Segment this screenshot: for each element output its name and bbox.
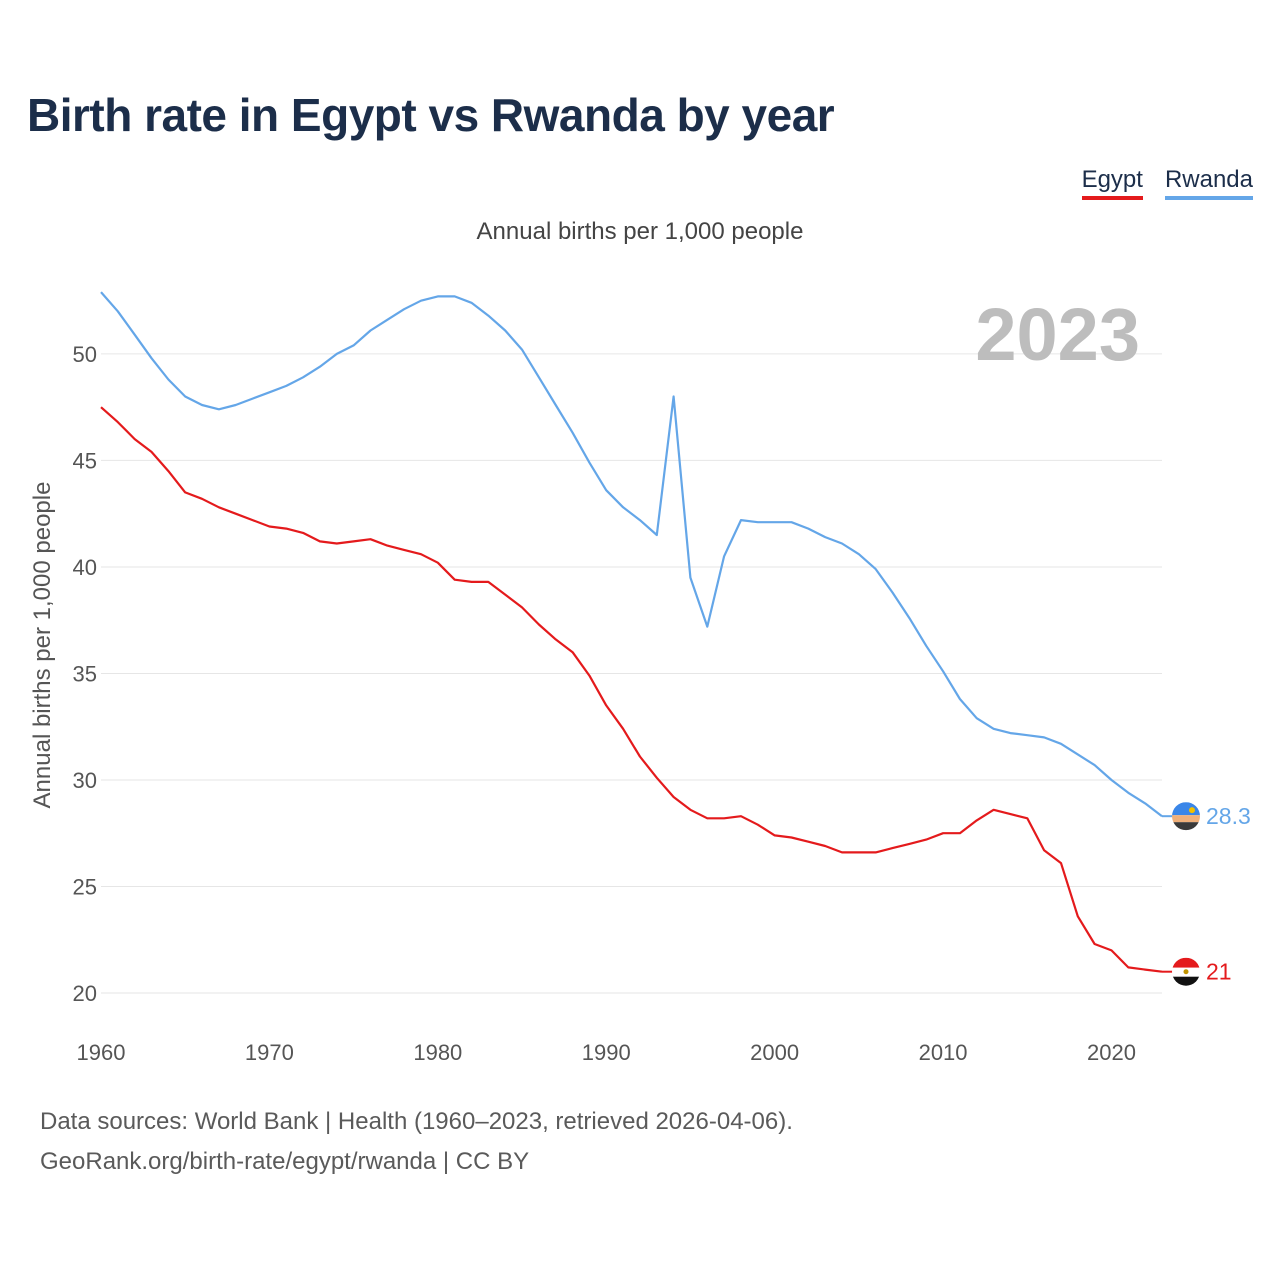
line-chart: 20 25 30 35 40 45 50 1960 1970 1980 1990 2000 2010 2… (29, 291, 1251, 1065)
grid-lines (101, 353, 1162, 994)
x-tick-label: 1990 (582, 1040, 631, 1065)
y-tick-label: 50 (73, 342, 97, 367)
year-watermark: 2023 (975, 293, 1140, 376)
y-tick-label: 25 (73, 874, 97, 899)
legend: Egypt Rwanda (1081, 166, 1253, 200)
x-tick-label: 2000 (750, 1040, 799, 1065)
x-axis-ticks: 1960 1970 1980 1990 2000 2010 2020 (77, 1040, 1136, 1065)
legend-item-rwanda[interactable]: Rwanda (1164, 166, 1253, 200)
x-tick-label: 1980 (413, 1040, 462, 1065)
chart-subtitle: Annual births per 1,000 people (476, 218, 804, 245)
x-tick-label: 2010 (919, 1040, 968, 1065)
series-endpoints: 21 28.3 (1172, 802, 1251, 986)
y-axis-ticks: 20 25 30 35 40 45 50 (73, 342, 97, 1006)
series-lines (100, 291, 1174, 973)
series-line-egypt (100, 406, 1163, 973)
x-tick-label: 1960 (77, 1040, 126, 1065)
y-tick-label: 45 (73, 448, 97, 473)
footer-source: Data sources: World Bank | Health (1960–… (40, 1108, 793, 1135)
end-value-label-egypt: 21 (1206, 959, 1232, 985)
x-tick-label: 2020 (1087, 1040, 1136, 1065)
legend-item-egypt[interactable]: Egypt (1081, 166, 1143, 200)
y-tick-label: 20 (73, 981, 97, 1006)
footer-credit: GeoRank.org/birth-rate/egypt/rwanda | CC… (40, 1148, 530, 1175)
chart-title: Birth rate in Egypt vs Rwanda by year (27, 89, 835, 141)
y-axis-label: Annual births per 1,000 people (29, 482, 56, 809)
y-tick-label: 40 (73, 555, 97, 580)
end-value-label-rwanda: 28.3 (1206, 803, 1251, 829)
series-line-rwanda (100, 291, 1163, 818)
y-tick-label: 35 (73, 661, 97, 686)
x-tick-label: 1970 (245, 1040, 294, 1065)
flag-icon-rwanda (1172, 802, 1200, 831)
y-tick-label: 30 (73, 768, 97, 793)
flag-icon-egypt (1172, 957, 1200, 986)
